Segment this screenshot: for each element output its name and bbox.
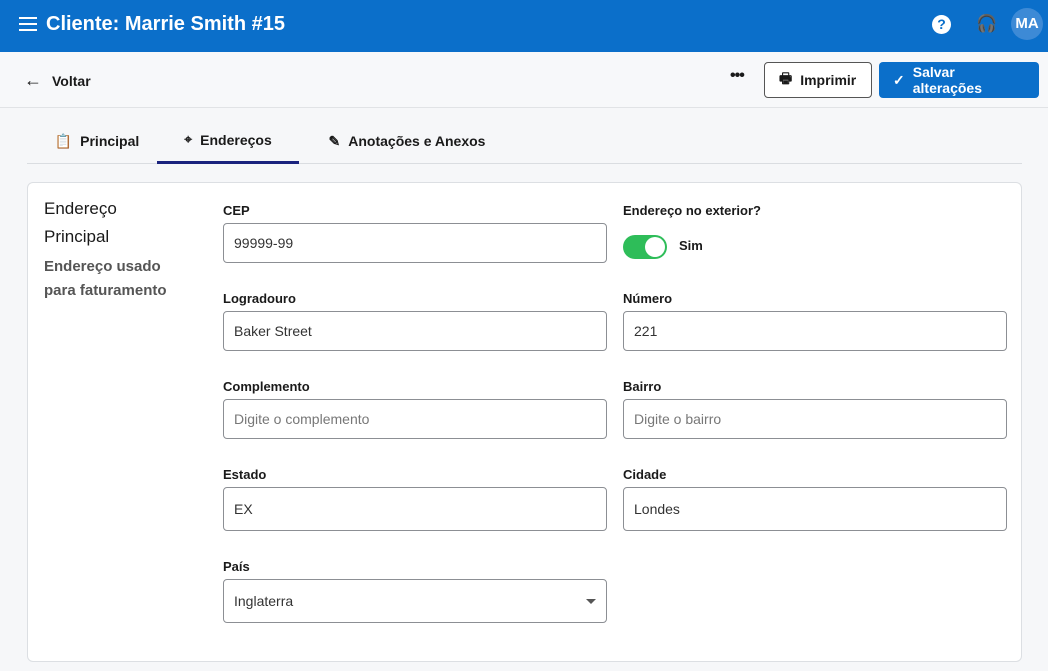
pais-value: Inglaterra [234, 593, 294, 609]
avatar[interactable]: MA [1011, 8, 1043, 40]
tab-bar: 📋 Principal ⌖ Endereços ✎ Anotações e Anexo… [27, 118, 1022, 164]
section-title: Endereço Principal [44, 199, 117, 246]
edit-note-icon: ✎ [328, 132, 341, 149]
numero-input[interactable]: 221 [623, 311, 1007, 351]
tab-label: Anotações e Anexos [348, 133, 486, 149]
page-title: Cliente: Marrie Smith #15 [46, 13, 285, 35]
support-icon[interactable]: 🎧 [976, 14, 998, 33]
cep-input[interactable]: 99999-99 [223, 223, 607, 263]
tab-anotacoes[interactable]: ✎ Anotações e Anexos [317, 118, 497, 164]
estado-label: Estado [223, 467, 267, 482]
complemento-label: Complemento [223, 379, 310, 394]
section-subtitle: Endereço usado para faturamento [44, 258, 167, 299]
save-label: Salvar alterações [912, 64, 983, 96]
print-label: Imprimir [800, 72, 857, 88]
pais-label: País [223, 559, 250, 574]
complemento-input[interactable]: Digite o complemento [223, 399, 607, 439]
arrow-left-icon: ← [24, 70, 42, 90]
tab-label: Principal [80, 133, 140, 149]
back-label: Voltar [52, 72, 91, 89]
bairro-label: Bairro [623, 379, 662, 394]
estado-input[interactable]: EX [223, 487, 607, 531]
print-button[interactable]: 🖶 Imprimir [764, 62, 872, 98]
tab-principal[interactable]: 📋 Principal [47, 118, 147, 164]
tab-enderecos[interactable]: ⌖ Endereços [157, 118, 299, 164]
app-header: Cliente: Marrie Smith #15 ? 🎧 MA [0, 0, 1048, 52]
tab-label: Endereços [200, 131, 272, 148]
logradouro-label: Logradouro [223, 291, 296, 306]
printer-icon: 🖶 [779, 70, 793, 86]
bairro-input[interactable]: Digite o bairro [623, 399, 1007, 439]
exterior-value: Sim [679, 238, 703, 253]
more-options-icon[interactable]: ••• [730, 67, 745, 84]
cidade-label: Cidade [623, 467, 667, 482]
exterior-toggle[interactable] [623, 235, 667, 259]
address-card: Endereço Principal Endereço usado para f… [27, 182, 1022, 662]
help-icon[interactable]: ? [932, 15, 951, 34]
pais-select[interactable]: Inglaterra [223, 579, 607, 623]
numero-label: Número [623, 291, 673, 306]
back-button[interactable]: ← Voltar [24, 70, 91, 91]
menu-icon[interactable] [19, 17, 37, 31]
logradouro-input[interactable]: Baker Street [223, 311, 607, 351]
toolbar: ← Voltar ••• 🖶 Imprimir ✓ Salvar alterações [0, 52, 1048, 108]
cidade-input[interactable]: Londes [623, 487, 1007, 531]
clipboard-icon: 📋 [54, 132, 73, 149]
save-button[interactable]: ✓ Salvar alterações [879, 62, 1039, 98]
caret-down-icon [586, 599, 596, 609]
cep-label: CEP [223, 203, 250, 218]
check-icon: ✓ [893, 71, 905, 88]
map-pin-icon: ⌖ [184, 131, 193, 147]
exterior-label: Endereço no exterior? [623, 203, 761, 218]
